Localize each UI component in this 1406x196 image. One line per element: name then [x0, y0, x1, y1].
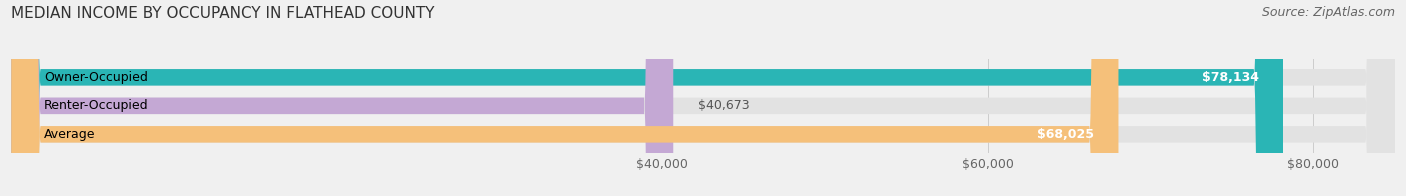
FancyBboxPatch shape: [11, 0, 673, 196]
Text: Average: Average: [44, 128, 96, 141]
Text: Owner-Occupied: Owner-Occupied: [44, 71, 148, 84]
Text: MEDIAN INCOME BY OCCUPANCY IN FLATHEAD COUNTY: MEDIAN INCOME BY OCCUPANCY IN FLATHEAD C…: [11, 6, 434, 21]
Text: $40,673: $40,673: [697, 99, 749, 112]
FancyBboxPatch shape: [11, 0, 1395, 196]
Text: Renter-Occupied: Renter-Occupied: [44, 99, 149, 112]
FancyBboxPatch shape: [11, 0, 1395, 196]
FancyBboxPatch shape: [11, 0, 1395, 196]
Text: Source: ZipAtlas.com: Source: ZipAtlas.com: [1261, 6, 1395, 19]
Text: $68,025: $68,025: [1038, 128, 1094, 141]
Text: $78,134: $78,134: [1202, 71, 1258, 84]
FancyBboxPatch shape: [11, 0, 1284, 196]
FancyBboxPatch shape: [11, 0, 1118, 196]
